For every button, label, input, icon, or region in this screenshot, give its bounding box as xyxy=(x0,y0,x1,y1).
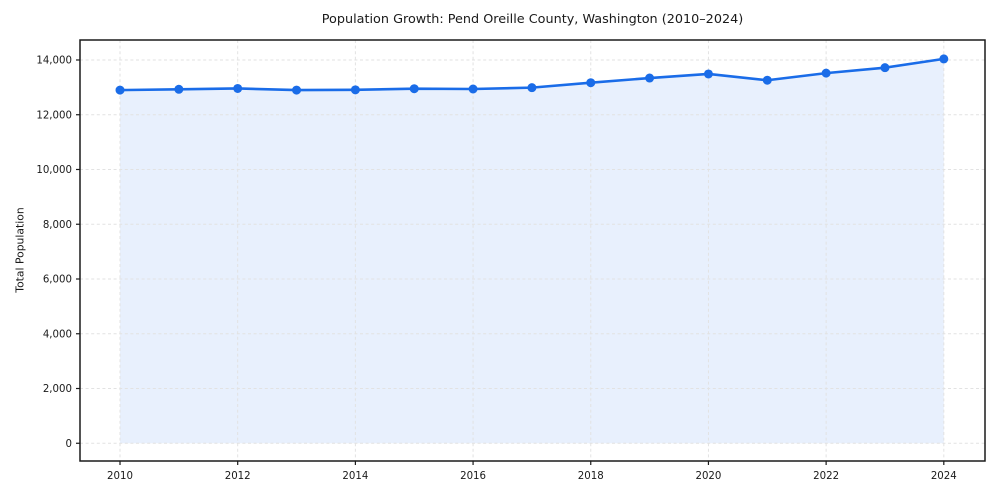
y-tick-label: 10,000 xyxy=(36,165,72,176)
y-tick-label: 14,000 xyxy=(36,56,72,67)
data-point-marker xyxy=(586,78,596,88)
data-point-marker xyxy=(527,83,537,93)
data-point-marker xyxy=(939,54,949,64)
data-point-marker xyxy=(645,73,655,83)
data-point-marker xyxy=(292,85,302,95)
data-point-marker xyxy=(703,69,713,79)
data-point-marker xyxy=(762,75,772,85)
y-tick-label: 0 xyxy=(66,439,72,450)
data-point-marker xyxy=(409,84,419,94)
data-point-marker xyxy=(233,83,243,93)
x-tick-label: 2018 xyxy=(578,471,604,482)
x-tick-label: 2014 xyxy=(342,471,368,482)
x-tick-label: 2012 xyxy=(225,471,251,482)
data-point-marker xyxy=(821,68,831,78)
y-tick-label: 6,000 xyxy=(43,275,72,286)
x-tick-label: 2022 xyxy=(813,471,839,482)
y-tick-label: 8,000 xyxy=(43,220,72,231)
area-fill xyxy=(120,58,944,444)
y-tick-label: 12,000 xyxy=(36,110,72,121)
axes-box xyxy=(79,39,986,462)
y-tick-label: 2,000 xyxy=(43,384,72,395)
x-tick-label: 2016 xyxy=(460,471,486,482)
x-tick-label: 2020 xyxy=(695,471,721,482)
x-tick-label: 2010 xyxy=(107,471,133,482)
data-point-marker xyxy=(350,85,360,95)
data-point-marker xyxy=(468,84,478,94)
data-point-marker xyxy=(115,85,125,95)
data-point-marker xyxy=(880,63,890,73)
chart-title: Population Growth: Pend Oreille County, … xyxy=(321,12,744,27)
x-tick-label: 2024 xyxy=(931,471,957,482)
data-point-marker xyxy=(174,84,184,94)
y-tick-label: 4,000 xyxy=(43,329,72,340)
